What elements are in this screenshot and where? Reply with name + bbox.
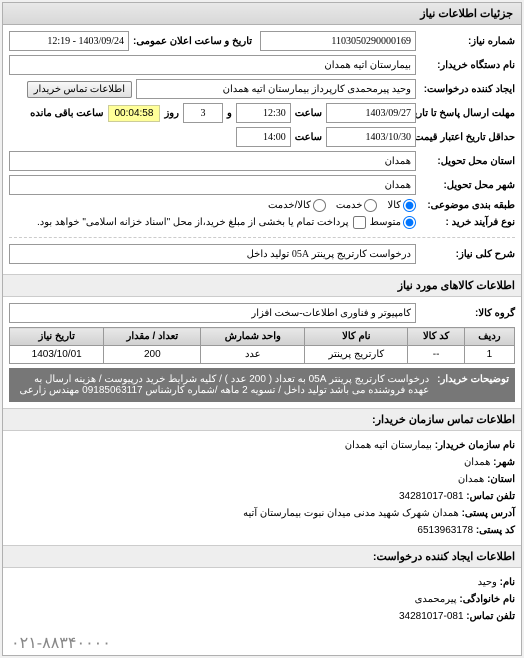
partial-pay-label: پرداخت تمام یا بخشی از مبلغ خرید،از محل … [37,217,349,228]
radio-khadamat[interactable]: خدمت [336,199,378,212]
creator-fname: وحید [478,577,497,588]
radio-kala-input[interactable] [403,199,416,212]
contact-org-label: نام سازمان خریدار: [435,440,515,451]
creator-section-title: اطلاعات ایجاد کننده درخواست: [3,545,521,568]
buyer-description-box: توضیحات خریدار: درخواست کارتریج پرینتر 0… [9,368,515,402]
radio-motavaset-input[interactable] [403,216,416,229]
contact-postal-label: کد پستی: [476,525,515,536]
creator-lname-label: نام خانوادگی: [459,594,515,605]
creator-label: ایجاد کننده درخواست: [420,84,515,95]
process-radio-group: متوسط [370,216,416,229]
creator-phone-label: تلفن تماس: [466,611,515,622]
buyer-org-input[interactable] [9,55,416,75]
contact-phone-label: تلفن تماس: [466,491,515,502]
price-validity-time-input[interactable] [236,127,291,147]
subject-class-label: طبقه بندی موضوعی: [420,200,515,211]
need-title-input[interactable] [9,244,416,264]
panel-title: جزئیات اطلاعات نیاز [3,3,521,25]
process-type-label: نوع فرآیند خرید : [420,217,515,228]
td-row: 1 [464,346,514,364]
goods-table: ردیف کد کالا نام کالا واحد شمارش تعداد /… [9,327,515,364]
contact-city: همدان [464,457,490,468]
contact-phone: 081-34281017 [399,491,464,502]
th-qty: تعداد / مقدار [104,328,201,346]
announce-input[interactable] [9,31,129,51]
goods-group-input[interactable] [9,303,416,323]
saat-label-1: ساعت [295,108,322,119]
th-name: نام کالا [305,328,408,346]
td-unit: عدد [201,346,305,364]
saat-label-2: ساعت [295,132,322,143]
th-code: کد کالا [408,328,464,346]
radio-kala-khadamat[interactable]: کالا/خدمت [268,199,326,212]
goods-section-title: اطلاعات کالاهای مورد نیاز [3,274,521,297]
price-validity-label: حداقل تاریخ اعتبار قیمت: تا تاریخ: [420,132,515,143]
va-label: و [227,108,232,119]
time-left-box: 00:04:58 [108,105,161,122]
need-no-input[interactable] [260,31,416,51]
radio-khadamat-input[interactable] [364,199,377,212]
contact-buyer-button[interactable]: اطلاعات تماس خریدار [27,81,132,98]
table-header-row: ردیف کد کالا نام کالا واحد شمارش تعداد /… [10,328,515,346]
contact-block: نام سازمان خریدار: بیمارستان اتیه همدان … [3,431,521,545]
partial-pay-checkbox-line: پرداخت تمام یا بخشی از مبلغ خرید،از محل … [37,216,366,229]
contact-org: بیمارستان اتیه همدان [345,440,432,451]
th-date: تاریخ نیاز [10,328,104,346]
need-title-label: شرح کلی نیاز: [420,249,515,260]
radio-kala[interactable]: کالا [387,199,416,212]
contact-address-label: آدرس پستی: [462,508,515,519]
radio-motavaset[interactable]: متوسط [370,216,416,229]
deadline-time-input[interactable] [236,103,291,123]
table-row[interactable]: 1 -- کارتریج پرینتر عدد 200 1403/10/01 [10,346,515,364]
delivery-city-input[interactable] [9,175,416,195]
delivery-province-label: استان محل تحویل: [420,156,515,167]
radio-kala-khadamat-input[interactable] [313,199,326,212]
subject-radio-group: کالا خدمت کالا/خدمت [268,199,416,212]
buyer-description-label: توضیحات خریدار: [437,374,509,396]
partial-pay-checkbox[interactable] [353,216,366,229]
contact-section-title: اطلاعات تماس سازمان خریدار: [3,408,521,431]
footer-phone: ۰۲۱-۸۸۳۴۰۰۰۰ [3,631,521,655]
creator-phone: 081-34281017 [399,611,464,622]
buyer-org-label: نام دستگاه خریدار: [420,60,515,71]
td-name: کارتریج پرینتر [305,346,408,364]
contact-province-label: استان: [487,474,515,485]
buyer-description-text: درخواست کارتریج پرینتر 05A به تعداد ( 20… [15,374,429,396]
time-left-label: ساعت باقی مانده [30,108,103,119]
delivery-city-label: شهر محل تحویل: [420,180,515,191]
th-unit: واحد شمارش [201,328,305,346]
delivery-province-input[interactable] [9,151,416,171]
contact-province: همدان [458,474,484,485]
contact-address: همدان شهرک شهید مدنی میدان نبوت بیمارستا… [243,508,459,519]
td-code: -- [408,346,464,364]
announce-label: تاریخ و ساعت اعلان عمومی: [133,36,252,47]
deadline-date-input[interactable] [326,103,416,123]
deadline-reply-label: مهلت ارسال پاسخ تا تاریخ: [420,108,515,119]
days-left-input[interactable] [183,103,223,123]
td-date: 1403/10/01 [10,346,104,364]
contact-city-label: شهر: [493,457,515,468]
creator-block: نام: وحید نام خانوادگی: پیرمحمدی تلفن تم… [3,568,521,631]
creator-fname-label: نام: [500,577,515,588]
td-qty: 200 [104,346,201,364]
price-validity-date-input[interactable] [326,127,416,147]
creator-lname: پیرمحمدی [415,594,457,605]
goods-group-label: گروه کالا: [420,308,515,319]
creator-input[interactable] [136,79,416,99]
rooz-label: روز [164,108,179,119]
form-section: شماره نیاز: تاریخ و ساعت اعلان عمومی: نا… [3,25,521,274]
th-row: ردیف [464,328,514,346]
contact-postal: 6513963178 [417,525,473,536]
details-panel: جزئیات اطلاعات نیاز شماره نیاز: تاریخ و … [2,2,522,656]
need-no-label: شماره نیاز: [420,36,515,47]
